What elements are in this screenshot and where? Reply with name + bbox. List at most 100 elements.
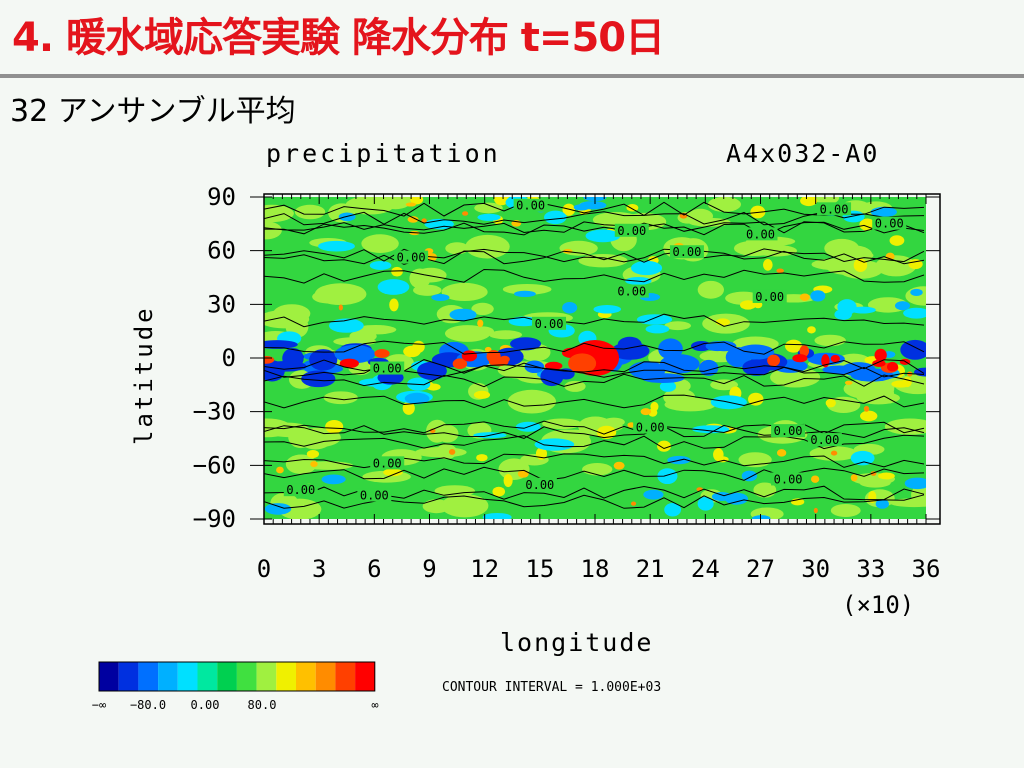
contour-label-bg — [614, 223, 649, 237]
colorbar-swatch — [335, 662, 356, 691]
contour-label-bg — [522, 477, 557, 491]
x-tick-label: 27 — [746, 555, 775, 583]
field-patch — [276, 466, 284, 474]
field-patch — [636, 314, 673, 325]
field-patch — [413, 284, 442, 296]
contour-label-bg — [357, 488, 392, 502]
field-patch — [830, 450, 838, 456]
x-scale-note: (×10) — [842, 591, 914, 619]
x-tick-label: 3 — [312, 555, 326, 583]
field-patch — [643, 489, 664, 500]
contour-label: 0.00 — [516, 199, 545, 213]
y-axis-label: latitude — [130, 305, 158, 445]
field-patch — [770, 367, 821, 388]
field-patch — [659, 381, 677, 392]
contour-label-bg — [513, 198, 548, 212]
field-patch — [875, 499, 889, 509]
y-tick-label: −30 — [193, 398, 236, 426]
colorbar-swatch — [158, 662, 178, 691]
field-patch — [514, 290, 536, 298]
y-tick-label: −90 — [193, 505, 236, 533]
colorbar-swatch — [177, 662, 198, 691]
field-patch — [814, 334, 846, 347]
band-patch — [264, 340, 298, 349]
field-patch — [585, 229, 621, 243]
field-patch — [534, 438, 575, 451]
field-patch — [664, 321, 691, 331]
field-patch — [894, 301, 911, 311]
field-patch — [338, 304, 343, 311]
contour-label: 0.00 — [774, 424, 803, 438]
field-patch — [763, 258, 773, 271]
contour-line — [264, 420, 925, 435]
field-patch — [421, 218, 427, 224]
field-patch — [325, 419, 344, 434]
field-patch — [697, 496, 714, 511]
x-tick-label: 0 — [257, 555, 271, 583]
band-patch — [874, 348, 887, 362]
field-patch — [810, 475, 820, 483]
band-patch — [886, 361, 899, 372]
contour-label: 0.00 — [286, 483, 315, 497]
field-patch — [904, 477, 926, 490]
x-tick-label: 21 — [636, 555, 665, 583]
contour-label: 0.00 — [820, 202, 849, 216]
field-patch — [264, 221, 282, 240]
colorbar-label: −80.0 — [130, 698, 166, 712]
field-patch — [748, 392, 764, 406]
colorbar-swatch — [355, 662, 375, 691]
band-patch — [461, 350, 478, 362]
field-patch — [448, 448, 456, 455]
field-patch — [431, 294, 450, 301]
x-tick-label: 12 — [470, 555, 499, 583]
field-patch — [562, 203, 576, 216]
contour-label-bg — [771, 472, 806, 486]
field-patch — [739, 300, 757, 310]
contour-interval-text: CONTOUR INTERVAL = 1.000E+03 — [442, 680, 661, 695]
contour-line — [264, 248, 925, 263]
band-patch — [658, 338, 683, 360]
axis-ticks — [250, 194, 940, 524]
field-patch — [910, 288, 923, 297]
field-patch — [477, 213, 501, 221]
y-tick-label: 60 — [207, 237, 236, 265]
field-patch — [403, 345, 421, 358]
field-patch — [318, 240, 355, 252]
field-patch — [903, 307, 926, 319]
x-tick-label: 18 — [581, 555, 610, 583]
x-tick-label: 24 — [691, 555, 720, 583]
contour-label-bg — [771, 424, 806, 438]
field-patch — [294, 204, 326, 220]
field-patch — [507, 389, 557, 414]
field-patch — [752, 515, 771, 519]
contour-label-bg — [872, 216, 907, 230]
x-tick-label: 15 — [525, 555, 554, 583]
field-patch — [441, 282, 488, 302]
contour-label-bg — [283, 483, 318, 497]
y-tick-label: 0 — [222, 344, 236, 372]
field-patch — [697, 280, 725, 299]
contour-label-bg — [743, 227, 778, 241]
contour-line — [264, 268, 925, 284]
x-tick-label: 6 — [367, 555, 381, 583]
contour-label: 0.00 — [617, 224, 646, 238]
x-tick-label: 36 — [912, 555, 941, 583]
field-patch — [434, 485, 476, 497]
field-patch — [878, 472, 895, 480]
contour-label: 0.00 — [360, 489, 389, 503]
field-patch — [889, 235, 905, 246]
field-patch — [306, 449, 320, 459]
band-patch — [611, 342, 650, 360]
contour-line — [264, 424, 925, 439]
field-patch — [776, 449, 787, 457]
contour-line — [264, 466, 925, 481]
field-patch — [389, 298, 399, 312]
field-patch — [559, 240, 598, 256]
band-patch — [264, 360, 307, 372]
colorbar: −∞ −80.0 0.00 80.0 ∞ — [92, 661, 379, 712]
field-patch — [407, 216, 419, 223]
colorbar-swatch — [256, 662, 277, 691]
band-patch — [767, 354, 781, 367]
band-patch — [850, 368, 894, 382]
colorbar-swatch — [315, 662, 336, 691]
